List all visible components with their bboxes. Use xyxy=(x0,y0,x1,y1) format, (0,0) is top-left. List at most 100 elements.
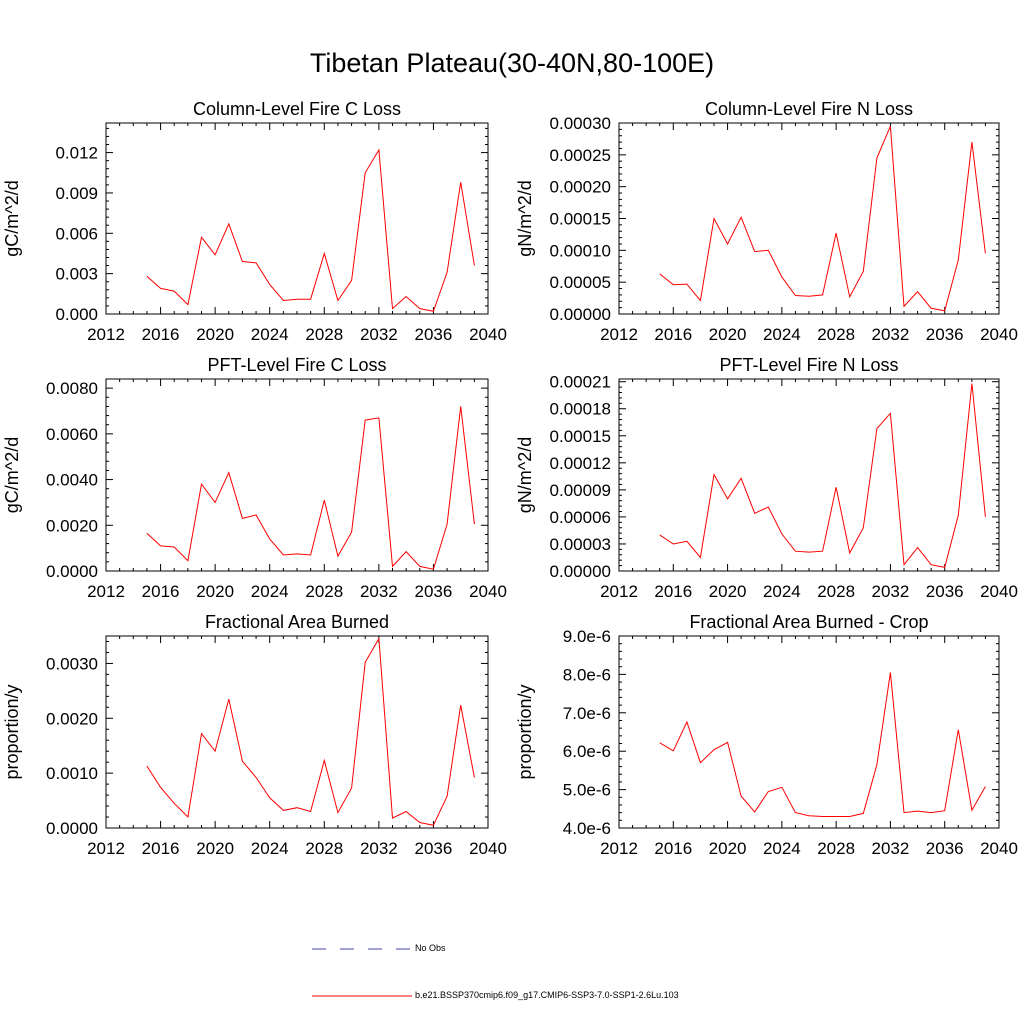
legend-obs-label: No Obs xyxy=(415,943,446,953)
x-tick-label: 2012 xyxy=(87,325,125,344)
y-tick-label: 0.0000 xyxy=(46,819,98,838)
x-tick-label: 2028 xyxy=(817,839,855,858)
series-line xyxy=(146,406,475,570)
y-axis-label: gN/m^2/d xyxy=(515,437,535,513)
y-tick-label: 8.0e-6 xyxy=(563,665,611,684)
y-tick-label: 0.0020 xyxy=(46,516,98,535)
x-tick-label: 2032 xyxy=(360,582,398,601)
x-tick-label: 2020 xyxy=(709,325,747,344)
y-tick-label: 0.003 xyxy=(55,265,98,284)
panel-2: Column-Level Fire N Loss gN/m^2/d 2012 2016… xyxy=(515,99,1018,344)
x-tick-label: 2020 xyxy=(709,582,747,601)
y-tick-label: 6.0e-6 xyxy=(563,742,611,761)
y-tick-label: 4.0e-6 xyxy=(563,819,611,838)
x-tick-label: 2020 xyxy=(196,582,234,601)
x-tick-label: 2028 xyxy=(817,325,855,344)
x-tick-label: 2032 xyxy=(872,839,910,858)
panel-title: Column-Level Fire N Loss xyxy=(705,99,913,119)
x-tick-label: 2040 xyxy=(980,325,1018,344)
x-tick-label: 2040 xyxy=(469,325,507,344)
x-tick-label: 2012 xyxy=(600,839,638,858)
panel-title: Column-Level Fire C Loss xyxy=(193,99,401,119)
x-tick-label: 2024 xyxy=(763,582,801,601)
y-tick-label: 0.00020 xyxy=(550,178,611,197)
series-line xyxy=(146,148,475,312)
series-line xyxy=(659,126,986,312)
series-line xyxy=(659,672,986,817)
panel-title: PFT-Level Fire N Loss xyxy=(719,355,898,375)
x-tick-label: 2032 xyxy=(360,839,398,858)
x-tick-label: 2032 xyxy=(872,582,910,601)
y-tick-label: 0.00025 xyxy=(550,146,611,165)
x-tick-label: 2040 xyxy=(980,582,1018,601)
y-tick-label: 0.0020 xyxy=(46,709,98,728)
x-tick-label: 2024 xyxy=(251,839,289,858)
x-tick-label: 2016 xyxy=(142,325,180,344)
y-tick-label: 5.0e-6 xyxy=(563,781,611,800)
x-tick-label: 2012 xyxy=(87,582,125,601)
legend-model-label: b.e21.BSSP370cmip6.f09_g17.CMIP6-SSP3-7.… xyxy=(415,990,679,1000)
x-tick-label: 2032 xyxy=(872,325,910,344)
x-tick-label: 2016 xyxy=(654,325,692,344)
y-axis-label: gN/m^2/d xyxy=(515,180,535,256)
page-title: Tibetan Plateau(30-40N,80-100E) xyxy=(309,48,715,78)
y-tick-label: 0.00006 xyxy=(550,508,611,527)
y-tick-label: 0.006 xyxy=(55,224,98,243)
x-tick-label: 2036 xyxy=(926,582,964,601)
y-tick-label: 0.0010 xyxy=(46,764,98,783)
y-axis-label: gC/m^2/d xyxy=(2,437,22,513)
y-axis-label: proportion/y xyxy=(515,684,535,779)
y-axis-label: proportion/y xyxy=(2,684,22,779)
y-tick-label: 0.012 xyxy=(55,144,98,163)
x-tick-label: 2012 xyxy=(87,839,125,858)
x-tick-label: 2028 xyxy=(305,839,343,858)
y-tick-label: 0.00030 xyxy=(550,114,611,133)
x-tick-label: 2036 xyxy=(415,839,453,858)
x-tick-label: 2036 xyxy=(926,839,964,858)
x-tick-label: 2040 xyxy=(469,582,507,601)
y-tick-label: 0.0000 xyxy=(46,562,98,581)
x-tick-label: 2020 xyxy=(196,839,234,858)
x-tick-label: 2028 xyxy=(305,325,343,344)
x-tick-label: 2040 xyxy=(469,839,507,858)
panel-title: PFT-Level Fire C Loss xyxy=(207,355,386,375)
panel-1: Column-Level Fire C Loss gC/m^2/d 2012 2016… xyxy=(2,99,507,344)
x-tick-label: 2028 xyxy=(305,582,343,601)
x-tick-label: 2016 xyxy=(142,582,180,601)
series-line xyxy=(146,637,475,826)
x-tick-label: 2012 xyxy=(600,582,638,601)
y-tick-label: 0.009 xyxy=(55,184,98,203)
x-tick-label: 2016 xyxy=(654,582,692,601)
y-tick-label: 7.0e-6 xyxy=(563,704,611,723)
y-tick-label: 9.0e-6 xyxy=(563,627,611,646)
x-tick-label: 2040 xyxy=(980,839,1018,858)
y-tick-label: 0.0030 xyxy=(46,654,98,673)
y-tick-label: 0.00018 xyxy=(550,400,611,419)
y-tick-label: 0.00009 xyxy=(550,481,611,500)
panel-6: Fractional Area Burned - Crop proportion/… xyxy=(515,612,1018,858)
y-tick-label: 0.00012 xyxy=(550,454,611,473)
y-tick-label: 0.00021 xyxy=(550,373,611,392)
y-tick-label: 0.0080 xyxy=(46,379,98,398)
panel-title: Fractional Area Burned - Crop xyxy=(689,612,928,632)
x-tick-label: 2016 xyxy=(654,839,692,858)
x-tick-label: 2032 xyxy=(360,325,398,344)
x-tick-label: 2036 xyxy=(415,325,453,344)
x-tick-label: 2036 xyxy=(415,582,453,601)
y-axis-label: gC/m^2/d xyxy=(2,180,22,256)
y-tick-label: 0.00003 xyxy=(550,535,611,554)
series-line xyxy=(659,383,986,568)
x-tick-label: 2036 xyxy=(926,325,964,344)
y-tick-label: 0.00015 xyxy=(550,427,611,446)
y-tick-label: 0.000 xyxy=(55,305,98,324)
x-tick-label: 2024 xyxy=(763,839,801,858)
x-tick-label: 2020 xyxy=(709,839,747,858)
x-tick-label: 2024 xyxy=(763,325,801,344)
y-tick-label: 0.00000 xyxy=(550,305,611,324)
x-tick-label: 2024 xyxy=(251,325,289,344)
x-tick-label: 2016 xyxy=(142,839,180,858)
panel-3: PFT-Level Fire C Loss gC/m^2/d 2012 2016 202… xyxy=(2,355,507,601)
y-tick-label: 0.00000 xyxy=(550,562,611,581)
